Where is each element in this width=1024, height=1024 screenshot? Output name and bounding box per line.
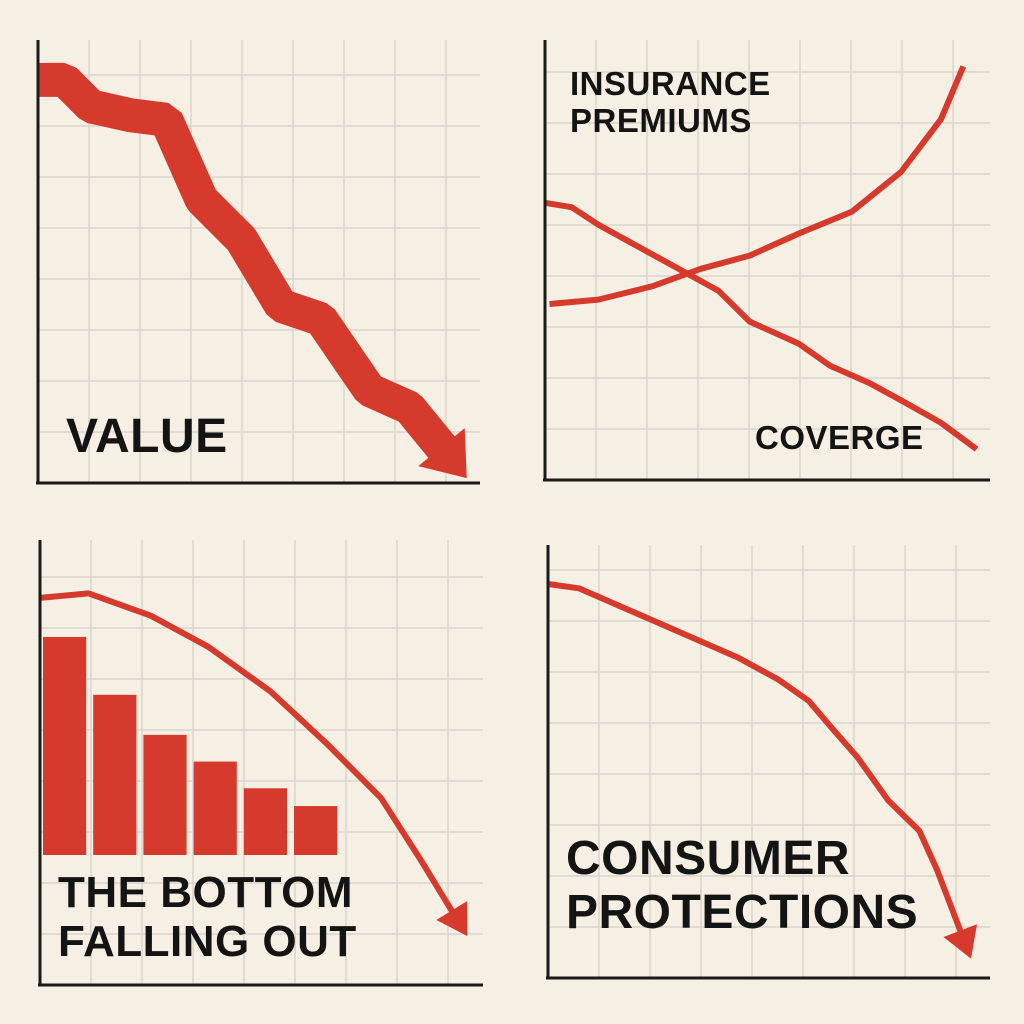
bar xyxy=(294,806,338,855)
arrowhead xyxy=(418,428,467,479)
data-line xyxy=(38,62,463,468)
data-line xyxy=(549,65,967,307)
series-label: COVERGE xyxy=(755,419,924,456)
bar xyxy=(143,734,187,855)
bar xyxy=(43,636,87,855)
bar xyxy=(243,788,288,855)
chart-title: THE BOTTOM FALLING OUT xyxy=(58,868,357,967)
data-line xyxy=(39,590,459,920)
data-line xyxy=(544,199,979,452)
series-label: INSURANCE PREMIUMS xyxy=(570,65,771,139)
arrowhead xyxy=(436,901,468,937)
data-line xyxy=(547,581,967,941)
arrowhead xyxy=(943,924,978,959)
bar xyxy=(193,761,237,855)
bar xyxy=(93,694,137,855)
chart-title: VALUE xyxy=(66,410,228,463)
chart-title: CONSUMER PROTECTIONS xyxy=(566,832,919,939)
